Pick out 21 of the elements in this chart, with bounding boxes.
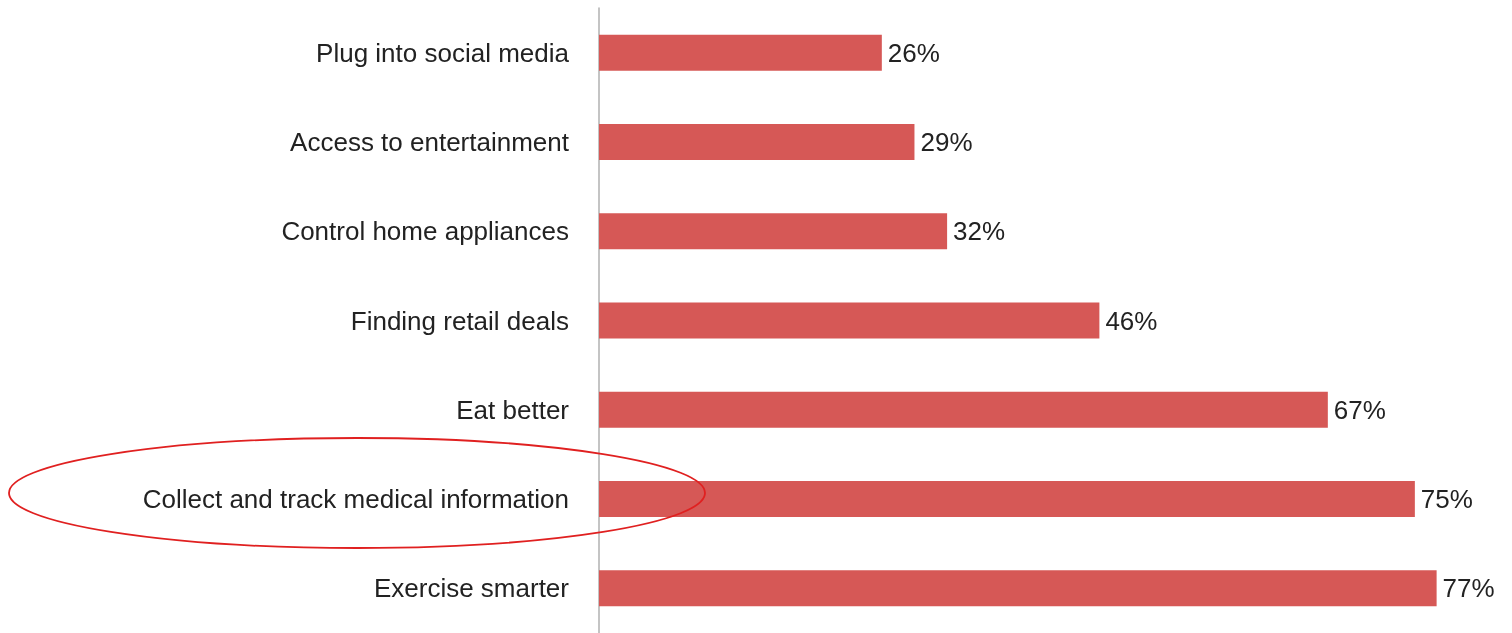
bar [599, 34, 882, 71]
bar [599, 481, 1415, 518]
y-tick-label: Finding retail deals [350, 305, 569, 336]
data-label: 32% [953, 216, 1006, 247]
data-label: 77% [1442, 573, 1495, 604]
data-label: 67% [1333, 394, 1386, 425]
bar [599, 123, 915, 160]
y-tick-label: Collect and track medical information [142, 484, 569, 515]
data-label: 46% [1105, 305, 1158, 336]
y-tick-label: Plug into social media [316, 37, 570, 68]
y-tick-label: Exercise smarter [373, 573, 570, 604]
bar [599, 213, 948, 250]
y-tick-label: Access to entertainment [290, 126, 570, 157]
y-tick-label: Control home appliances [281, 216, 569, 247]
data-label: 29% [920, 126, 973, 157]
data-label: 26% [887, 37, 940, 68]
bar [599, 302, 1100, 339]
y-tick-label: Eat better [456, 394, 570, 425]
bar [599, 391, 1328, 428]
data-label: 75% [1420, 484, 1473, 515]
bar [599, 570, 1437, 607]
